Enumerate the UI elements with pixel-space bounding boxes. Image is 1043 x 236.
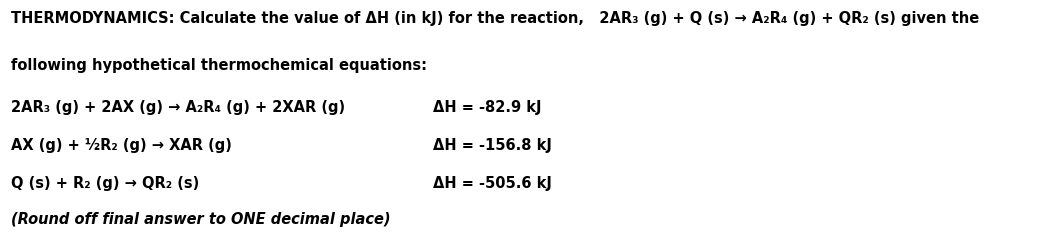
Text: Q (s) + R₂ (g) → QR₂ (s): Q (s) + R₂ (g) → QR₂ (s) <box>11 176 199 191</box>
Text: 2AR₃ (g) + 2AX (g) → A₂R₄ (g) + 2XAR (g): 2AR₃ (g) + 2AX (g) → A₂R₄ (g) + 2XAR (g) <box>11 100 345 115</box>
Text: ΔH = -82.9 kJ: ΔH = -82.9 kJ <box>433 100 541 115</box>
Text: THERMODYNAMICS: Calculate the value of ΔH (in kJ) for the reaction,   2AR₃ (g) +: THERMODYNAMICS: Calculate the value of Δ… <box>11 11 979 26</box>
Text: ΔH = -156.8 kJ: ΔH = -156.8 kJ <box>433 138 552 153</box>
Text: ΔH = -505.6 kJ: ΔH = -505.6 kJ <box>433 176 552 191</box>
Text: following hypothetical thermochemical equations:: following hypothetical thermochemical eq… <box>11 58 428 73</box>
Text: (Round off final answer to ONE decimal place): (Round off final answer to ONE decimal p… <box>11 212 391 228</box>
Text: AX (g) + ½R₂ (g) → XAR (g): AX (g) + ½R₂ (g) → XAR (g) <box>11 138 233 153</box>
